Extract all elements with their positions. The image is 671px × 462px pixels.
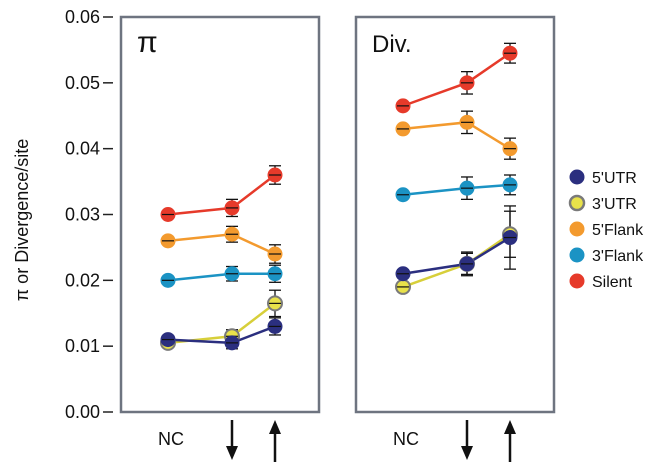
y-axis-ticks: 0.00 0.01 0.02 0.03 0.04 0.05 0.06 <box>65 7 113 422</box>
legend: 5'UTR 3'UTR 5'Flank 3'Flank Silent <box>568 169 644 291</box>
down-arrow-icon <box>226 420 238 460</box>
legend-item: 5'Flank <box>569 221 644 239</box>
series-line <box>167 302 276 345</box>
panel-1: π NC <box>119 15 321 462</box>
panel-2: Div. NC <box>354 15 556 462</box>
legend-item: Silent <box>569 273 633 291</box>
legend-item: 3'UTR <box>568 194 637 213</box>
series-line <box>402 121 511 150</box>
series-line <box>402 183 511 196</box>
panel-title: π <box>137 26 158 59</box>
legend-label: 5'UTR <box>592 170 637 187</box>
series-line <box>402 233 511 289</box>
series-line <box>402 52 511 108</box>
y-tick-label: 0.03 <box>65 205 100 225</box>
panel-frame <box>119 15 321 414</box>
x-category-label: NC <box>158 429 184 449</box>
series-line <box>167 232 276 256</box>
down-arrow-icon <box>461 420 473 460</box>
y-tick-label: 0.01 <box>65 336 100 356</box>
legend-item: 3'Flank <box>569 247 644 265</box>
up-arrow-icon <box>504 420 516 462</box>
up-arrow-icon <box>269 420 281 462</box>
legend-marker <box>569 221 585 237</box>
legend-marker <box>569 247 585 263</box>
legend-label: 3'UTR <box>592 196 637 213</box>
chart-panels: π NC Div. NC <box>119 15 556 462</box>
legend-marker <box>568 194 586 212</box>
legend-label: Silent <box>592 274 633 291</box>
x-category-label: NC <box>393 429 419 449</box>
legend-label: 3'Flank <box>592 248 644 265</box>
legend-marker <box>569 169 585 185</box>
series-line <box>167 325 276 345</box>
y-tick-label: 0.02 <box>65 270 100 290</box>
y-tick-label: 0.05 <box>65 73 100 93</box>
y-axis-label: π or Divergence/site <box>12 139 32 301</box>
legend-item: 5'UTR <box>569 169 637 187</box>
panel-frame <box>354 15 556 414</box>
series-line <box>167 272 275 282</box>
legend-label: 5'Flank <box>592 222 644 239</box>
y-tick-label: 0.00 <box>65 402 100 422</box>
panel-title: Div. <box>372 31 412 58</box>
series-line <box>167 174 276 216</box>
y-tick-label: 0.04 <box>65 139 100 159</box>
y-tick-label: 0.06 <box>65 7 100 27</box>
legend-marker <box>569 273 585 289</box>
